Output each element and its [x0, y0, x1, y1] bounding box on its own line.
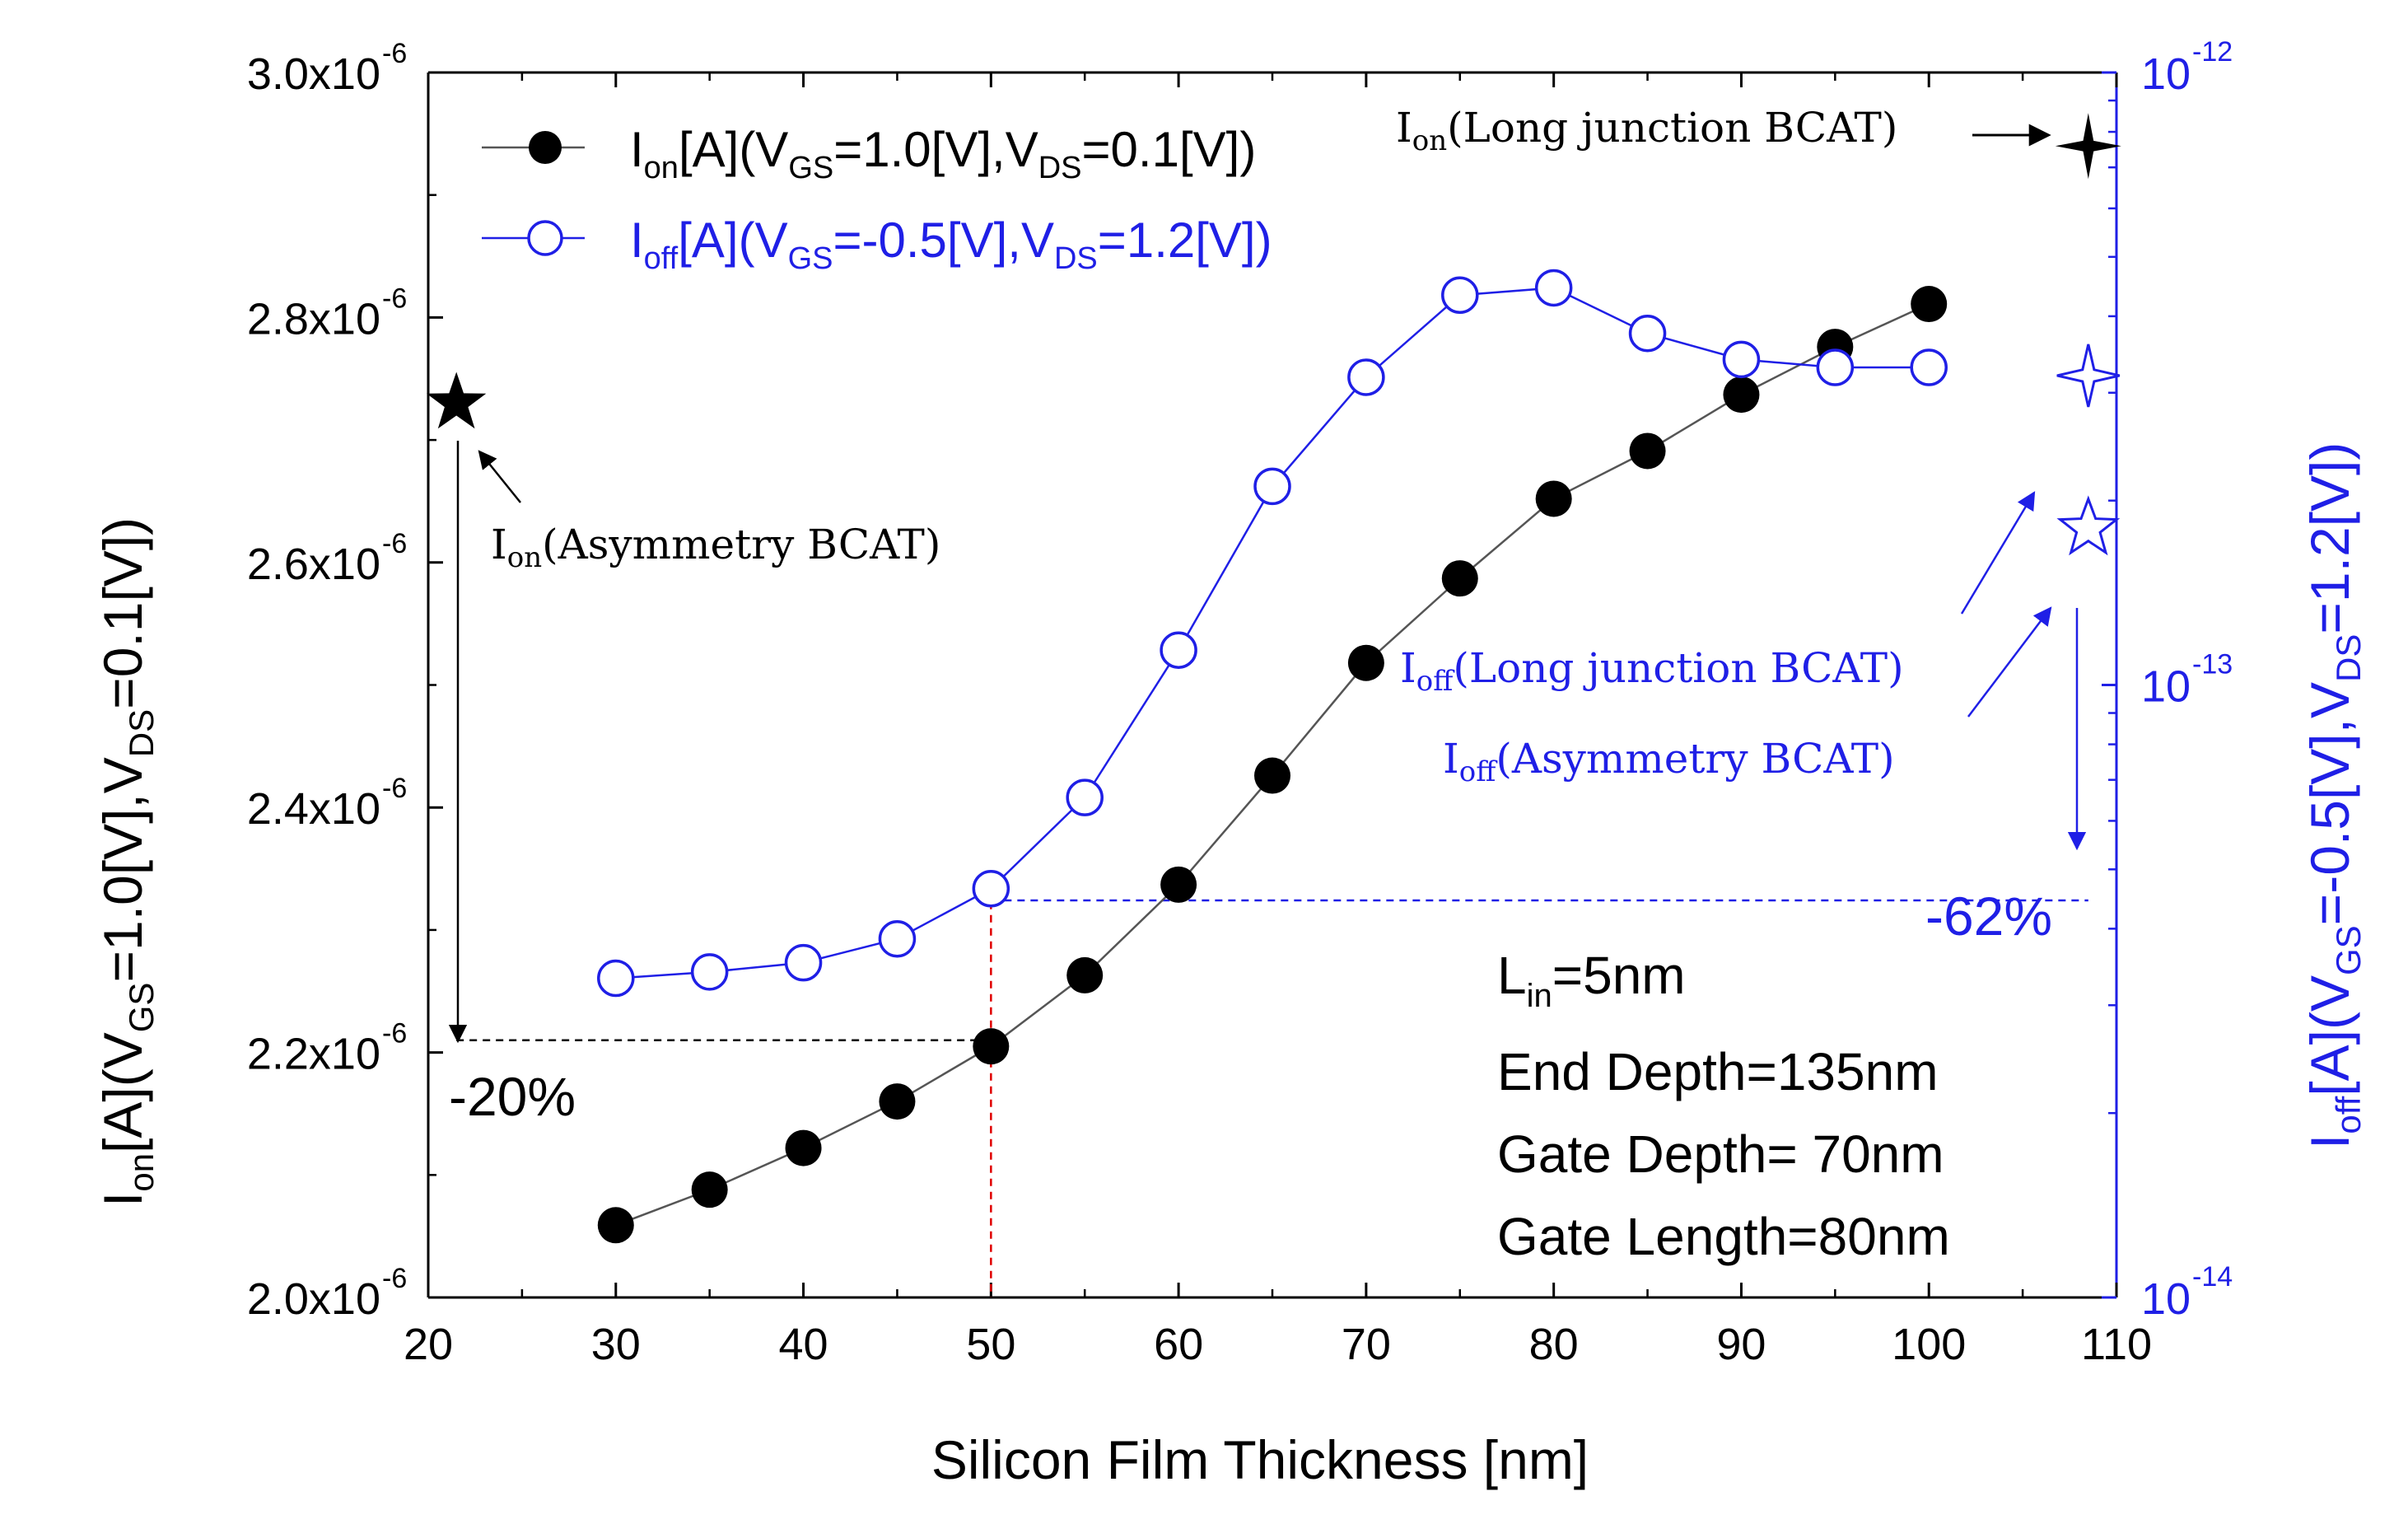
legend-marker-ion [529, 131, 562, 164]
x-tick-label: 60 [1154, 1320, 1203, 1369]
arrow-ion-asymmetry [478, 450, 521, 503]
ioff-data-point [1253, 467, 1291, 506]
x-tick-label: 90 [1716, 1320, 1766, 1369]
y-left-tick-label: 2.0x10 [247, 1274, 380, 1324]
y-right-tick-label: 10 [2141, 49, 2191, 99]
ion-data-point [1535, 480, 1572, 517]
x-tick-label: 100 [1892, 1320, 1966, 1369]
param-end-depth: End Depth=135nm [1497, 1042, 1939, 1101]
ion-data-point [597, 1207, 634, 1244]
param-lin: Lin=5nm [1497, 946, 1686, 1014]
x-tick-label: 110 [2081, 1320, 2152, 1369]
ion-data-point [1254, 757, 1290, 794]
y-left-tick-exponent: -6 [382, 283, 407, 314]
ion-data-point [1629, 432, 1666, 470]
y-left-tick-exponent: -6 [382, 773, 407, 804]
plot-series [597, 269, 1948, 1244]
x-tick-label: 30 [591, 1320, 641, 1369]
ion-data-point [1911, 286, 1948, 323]
y-left-tick-exponent: -6 [382, 38, 407, 69]
x-tick-label: 20 [404, 1320, 453, 1369]
star-marker [2055, 113, 2121, 180]
y-left-tick-exponent: -6 [382, 1018, 407, 1050]
y-right-tick-label: 10 [2141, 1274, 2191, 1324]
ion-data-point [879, 1083, 916, 1120]
x-tick-label: 50 [966, 1320, 1015, 1369]
ioff-data-point [597, 959, 635, 998]
ion-data-point [1723, 376, 1760, 414]
y-axis-left-title: Ion[A](VGS=1.0[V],VDS=0.1[V]) [92, 517, 161, 1207]
annotation-ion-long-junction: Ion(Long junction BCAT) [1396, 104, 1897, 157]
star-marker [427, 372, 487, 429]
star-marker [2056, 495, 2121, 556]
ioff-data-point [1066, 778, 1104, 816]
arrow-ioff-asymmetry [1967, 606, 2052, 718]
ion-data-point [1160, 866, 1197, 903]
legend-label-ion: Ion[A](VGS=1.0[V],VDS=0.1[V]) [630, 122, 1256, 185]
ion-data-point [785, 1129, 822, 1166]
arrow-ioff-long-junction [1960, 491, 2036, 615]
y-left-tick-label: 3.0x10 [247, 49, 380, 99]
x-tick-label: 80 [1529, 1320, 1579, 1369]
ioff-data-point [878, 919, 917, 958]
ioff-data-point [1347, 358, 1385, 396]
ioff-data-point [1722, 340, 1761, 379]
x-axis-title: Silicon Film Thickness [nm] [931, 1429, 1589, 1490]
annotation-ioff-long-junction: Ioff(Long junction BCAT) [1400, 644, 1904, 698]
y-left-tick-label: 2.4x10 [247, 784, 380, 834]
legend: Ion[A](VGS=1.0[V],VDS=0.1[V]) Ioff[A](VG… [482, 122, 1272, 276]
ion-data-point [1066, 956, 1104, 993]
ioff-data-point [1441, 276, 1479, 315]
annotation-ion-asymmetry: Ion(Asymmetry BCAT) [491, 521, 940, 574]
param-gate-length: Gate Length=80nm [1497, 1207, 1950, 1266]
ioff-data-point [690, 953, 729, 991]
y-left-tick-label: 2.2x10 [247, 1030, 380, 1079]
reference-markers [427, 113, 2121, 556]
guide-lines [456, 888, 2088, 1297]
label-ion-percent: -20% [449, 1066, 576, 1127]
ioff-data-point [972, 869, 1010, 908]
ioff-data-point [1628, 314, 1667, 353]
ioff-data-point [784, 943, 823, 982]
ion-data-point [1347, 644, 1384, 681]
y-left-tick-label: 2.8x10 [247, 294, 380, 344]
y-left-tick-exponent: -6 [382, 1263, 407, 1294]
y-axis-right-title: Ioff[A](VGS=-0.5[V],VDS=1.2[V]) [2299, 442, 2368, 1149]
y-left-tick-exponent: -6 [382, 528, 407, 559]
y-right-tick-exponent: -13 [2192, 649, 2233, 680]
ioff-data-point [1160, 631, 1197, 669]
y-right-tick-exponent: -12 [2192, 36, 2233, 68]
y-right-tick-exponent: -14 [2192, 1261, 2233, 1293]
device-parameters: Lin=5nm End Depth=135nm Gate Depth= 70nm… [1497, 946, 1950, 1266]
label-ioff-percent: -62% [1925, 886, 2052, 947]
ion-data-point [691, 1171, 728, 1208]
ion-data-point [973, 1028, 1010, 1065]
legend-label-ioff: Ioff[A](VGS=-0.5[V],VDS=1.2[V]) [630, 213, 1272, 276]
ioff-data-point [1910, 348, 1948, 386]
ioff-data-point [1534, 269, 1573, 307]
x-tick-label: 70 [1342, 1320, 1391, 1369]
ioff-data-point [1816, 348, 1855, 386]
y-right-tick-label: 10 [2141, 662, 2191, 712]
star-marker [2056, 344, 2121, 408]
x-tick-label: 40 [779, 1320, 828, 1369]
param-gate-depth: Gate Depth= 70nm [1497, 1124, 1944, 1184]
annotation-ioff-asymmetry: Ioff(Asymmetry BCAT) [1443, 735, 1895, 788]
ion-data-point [1441, 560, 1478, 597]
legend-marker-ioff [527, 220, 563, 256]
y-left-tick-label: 2.6x10 [247, 540, 380, 589]
